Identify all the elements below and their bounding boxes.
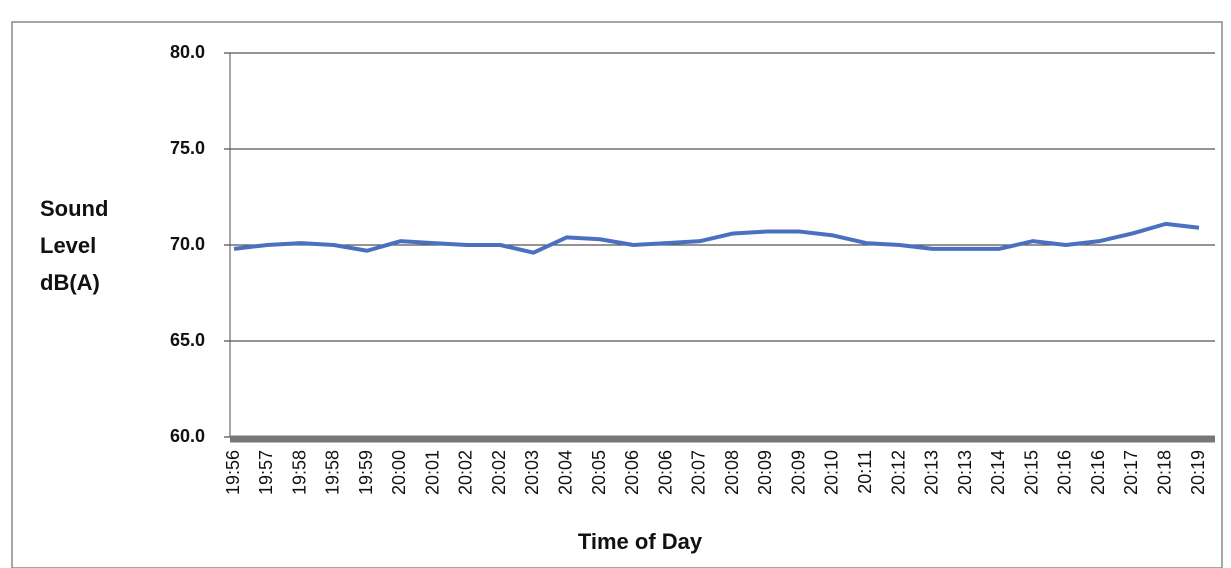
y-tick-label: 65.0 — [170, 330, 205, 350]
x-tick-label: 20:13 — [922, 450, 942, 495]
x-tick-label: 20:04 — [556, 450, 576, 495]
y-tick-label: 80.0 — [170, 42, 205, 62]
x-tick-label: 20:02 — [489, 450, 509, 495]
y-axis-label: dB(A) — [40, 270, 100, 295]
chart-border — [11, 21, 1223, 568]
x-tick-label: 20:16 — [1088, 450, 1108, 495]
y-axis-label: Sound — [40, 196, 108, 221]
x-tick-label: 20:15 — [1021, 450, 1041, 495]
x-tick-label: 19:56 — [223, 450, 243, 495]
x-tick-label: 20:14 — [988, 450, 1008, 495]
x-tick-label: 20:07 — [689, 450, 709, 495]
x-tick-label: 20:01 — [422, 450, 442, 495]
x-tick-label: 20:08 — [722, 450, 742, 495]
x-tick-label: 20:10 — [822, 450, 842, 495]
x-axis-label: Time of Day — [578, 529, 703, 554]
x-tick-label: 20:12 — [888, 450, 908, 495]
x-tick-label: 20:09 — [788, 450, 808, 495]
x-tick-label: 20:03 — [522, 450, 542, 495]
x-tick-label: 20:05 — [589, 450, 609, 495]
x-tick-label: 19:59 — [356, 450, 376, 495]
data-line — [233, 221, 1200, 255]
x-tick-label: 19:57 — [256, 450, 276, 495]
y-axis-label: Level — [40, 233, 96, 258]
y-tick-label: 75.0 — [170, 138, 205, 158]
x-tick-label: 20:13 — [955, 450, 975, 495]
x-tick-label: 20:02 — [456, 450, 476, 495]
x-tick-label: 20:17 — [1121, 450, 1141, 495]
x-tick-label: 20:11 — [855, 450, 875, 494]
x-tick-label: 20:06 — [655, 450, 675, 495]
y-tick-label: 60.0 — [170, 426, 205, 446]
x-tick-label: 20:06 — [622, 450, 642, 495]
x-tick-label: 19:58 — [323, 450, 343, 495]
y-tick-label: 70.0 — [170, 234, 205, 254]
x-tick-label: 20:18 — [1154, 450, 1174, 495]
x-tick-label: 20:19 — [1188, 450, 1208, 495]
x-tick-label: 20:16 — [1055, 450, 1075, 495]
x-tick-label: 19:58 — [289, 450, 309, 495]
x-tick-label: 20:09 — [755, 450, 775, 495]
x-tick-label: 20:00 — [389, 450, 409, 495]
